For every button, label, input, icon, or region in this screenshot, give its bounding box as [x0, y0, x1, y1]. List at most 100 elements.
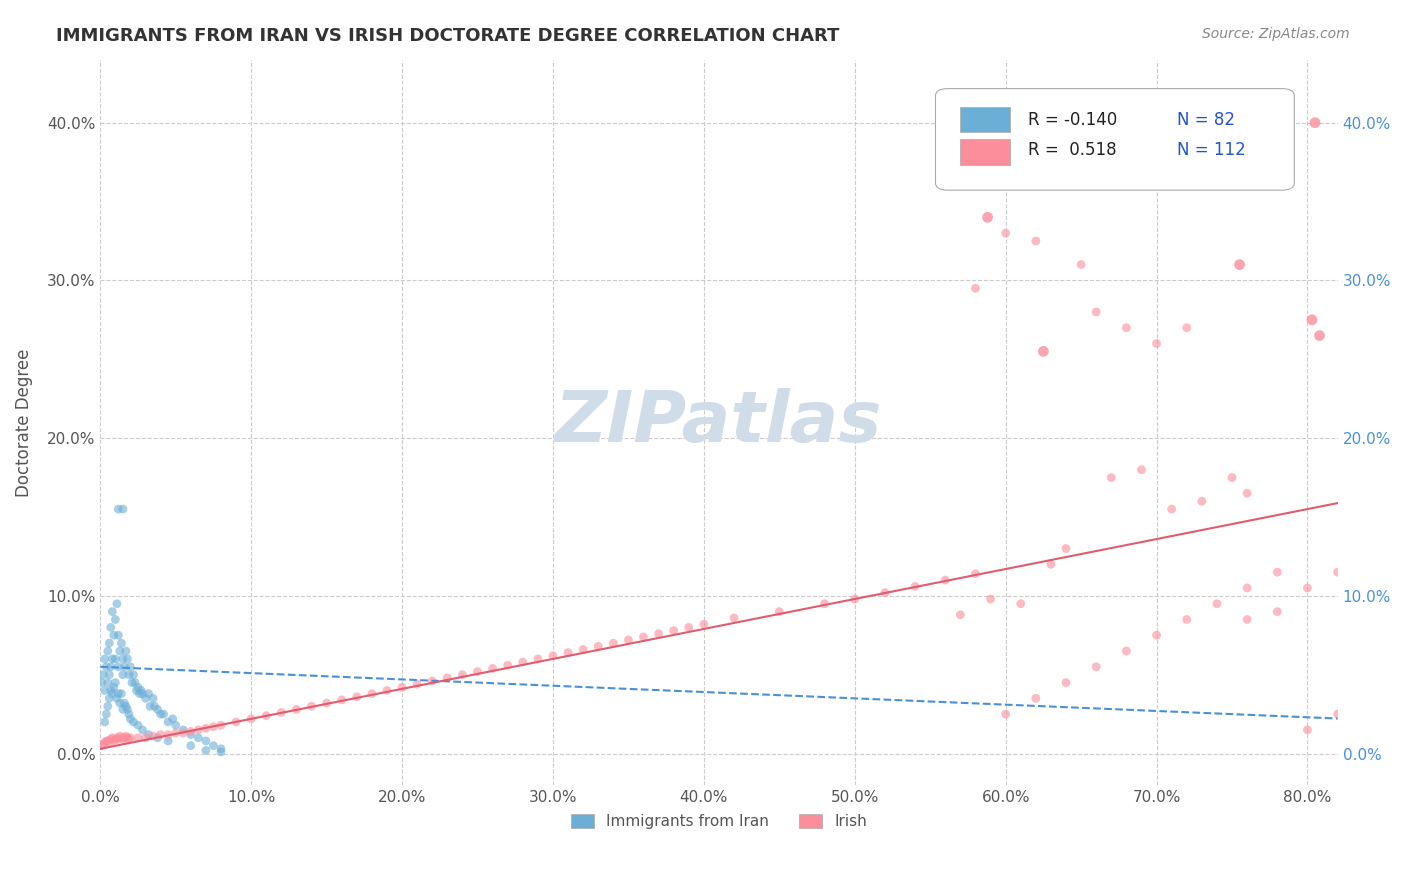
Point	[467, 665, 489, 679]
Point	[100, 732, 122, 747]
Point	[90, 739, 112, 753]
Point	[101, 731, 124, 745]
Point	[1099, 470, 1122, 484]
Point	[1301, 313, 1323, 327]
Point	[360, 687, 382, 701]
Point	[1175, 320, 1198, 334]
FancyBboxPatch shape	[935, 88, 1295, 190]
Point	[90, 675, 112, 690]
Point	[873, 585, 896, 599]
Point	[1025, 234, 1047, 248]
Point	[254, 708, 277, 723]
Point	[949, 607, 972, 622]
Text: IMMIGRANTS FROM IRAN VS IRISH DOCTORATE DEGREE CORRELATION CHART: IMMIGRANTS FROM IRAN VS IRISH DOCTORATE …	[56, 27, 839, 45]
Point	[180, 739, 202, 753]
Point	[100, 620, 122, 634]
Point	[1265, 565, 1288, 579]
Point	[98, 667, 121, 681]
Point	[904, 579, 927, 593]
Text: N = 82: N = 82	[1177, 111, 1234, 128]
Point	[451, 667, 474, 681]
Point	[1357, 691, 1379, 706]
Point	[1054, 541, 1077, 556]
Point	[101, 605, 124, 619]
Point	[209, 741, 232, 756]
Point	[194, 721, 217, 735]
Point	[91, 667, 114, 681]
Point	[127, 731, 149, 745]
Point	[103, 734, 125, 748]
Point	[662, 624, 685, 638]
Point	[496, 658, 519, 673]
Point	[127, 718, 149, 732]
Point	[107, 687, 129, 701]
Point	[152, 707, 174, 722]
FancyBboxPatch shape	[960, 107, 1010, 132]
Point	[844, 592, 866, 607]
Point	[1115, 644, 1137, 658]
Point	[121, 675, 143, 690]
Point	[97, 699, 120, 714]
Point	[285, 702, 308, 716]
Point	[512, 655, 534, 669]
Point	[994, 707, 1017, 722]
Point	[105, 597, 128, 611]
Point	[1130, 463, 1153, 477]
Point	[187, 731, 209, 745]
Point	[104, 612, 127, 626]
Point	[375, 683, 398, 698]
Point	[240, 712, 263, 726]
Point	[1160, 502, 1182, 516]
Point	[225, 714, 247, 729]
Point	[107, 502, 129, 516]
Point	[107, 660, 129, 674]
Point	[346, 690, 368, 704]
Point	[1146, 336, 1168, 351]
Point	[103, 681, 125, 695]
Point	[131, 723, 153, 737]
Point	[693, 617, 716, 632]
Point	[965, 566, 987, 581]
Point	[315, 696, 337, 710]
Point	[1039, 558, 1062, 572]
Point	[131, 687, 153, 701]
Point	[96, 734, 118, 748]
Point	[107, 732, 129, 747]
Point	[142, 729, 165, 743]
Point	[120, 660, 142, 674]
Point	[976, 211, 998, 225]
Point	[202, 720, 225, 734]
Point	[633, 630, 655, 644]
Point	[1308, 328, 1330, 343]
Text: ZIPatlas: ZIPatlas	[555, 388, 883, 457]
Point	[111, 667, 134, 681]
Point	[110, 731, 132, 745]
Point	[1054, 675, 1077, 690]
Point	[209, 745, 232, 759]
Legend: Immigrants from Iran, Irish: Immigrants from Iran, Irish	[565, 808, 873, 836]
Point	[94, 683, 117, 698]
Point	[104, 675, 127, 690]
Point	[768, 605, 790, 619]
Point	[111, 702, 134, 716]
Point	[194, 743, 217, 757]
Point	[647, 626, 669, 640]
Point	[180, 728, 202, 742]
Point	[301, 699, 323, 714]
Point	[91, 737, 114, 751]
Point	[202, 739, 225, 753]
Point	[165, 726, 187, 740]
Point	[118, 667, 141, 681]
Point	[108, 729, 131, 743]
Point	[120, 712, 142, 726]
Point	[97, 675, 120, 690]
Point	[112, 696, 135, 710]
Point	[1025, 691, 1047, 706]
Point	[117, 731, 139, 745]
Point	[1326, 707, 1348, 722]
Point	[1220, 470, 1243, 484]
Point	[98, 691, 121, 706]
Point	[110, 687, 132, 701]
Point	[101, 687, 124, 701]
Text: N = 112: N = 112	[1177, 141, 1246, 160]
